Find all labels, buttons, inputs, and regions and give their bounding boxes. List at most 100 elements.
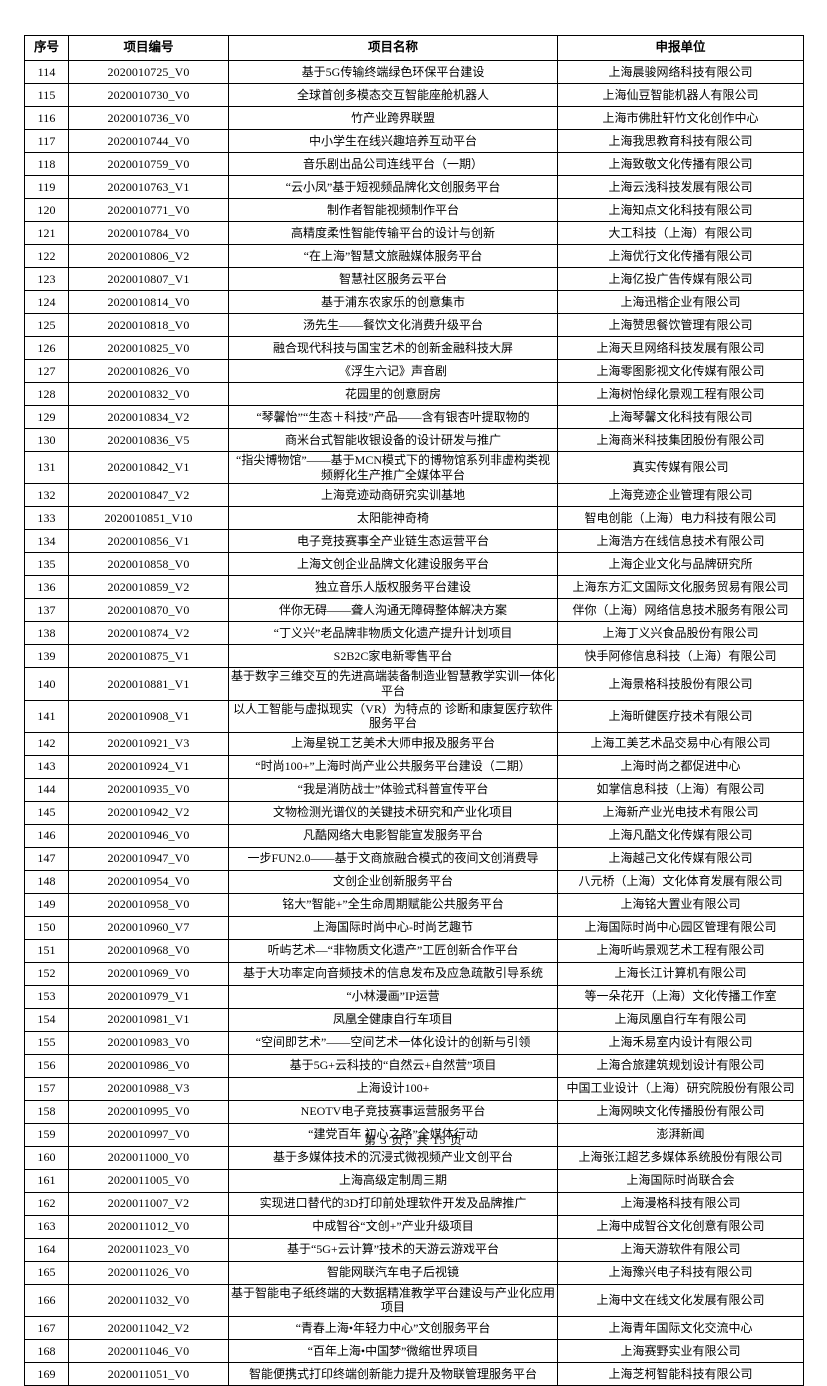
cell-unit: 上海优行文化传播有限公司 [557, 244, 804, 268]
cell-name: 基于5G+云科技的“自然云+自然营”项目 [228, 1053, 558, 1078]
cell-name: 基于智能电子纸终端的大数据精准教学平台建设与产业化应用项目 [228, 1283, 558, 1318]
cell-name: 上海竞迹动商研究实训基地 [228, 483, 558, 508]
cell-seq: 125 [24, 313, 69, 337]
table-row: 144 2020010935_V0 “我是消防战士”体验式科普宣传平台 如掌信息科技（… [24, 777, 804, 802]
cell-code: 2020010814_V0 [68, 290, 229, 314]
table-row: 157 2020010988_V3 上海设计100+ 中国工业设计（上海）研究院股份有… [24, 1076, 804, 1101]
cell-unit: 上海青年国际文化交流中心 [557, 1316, 804, 1340]
table-row: 137 2020010870_V0 伴你无碍——聋人沟通无障碍整体解决方案 伴你（上海… [24, 598, 804, 623]
cell-code: 2020010851_V10 [68, 506, 229, 531]
cell-name: 汤先生——餐饮文化消费升级平台 [228, 313, 558, 337]
cell-seq: 168 [24, 1339, 69, 1363]
cell-name: 音乐剧出品公司连线平台（一期） [228, 152, 558, 176]
table-row: 155 2020010983_V0 “空间即艺术”——空间艺术一体化设计的创新与引领… [24, 1030, 804, 1055]
cell-code: 2020010946_V0 [68, 823, 229, 848]
cell-name: 听屿艺术—“非物质文化遗产”工匠创新合作平台 [228, 938, 558, 963]
table-row: 128 2020010832_V0 花园里的创意厨房 上海树怡绿化景观工程有限公司 [24, 382, 804, 406]
cell-seq: 157 [24, 1076, 69, 1101]
cell-seq: 141 [24, 699, 69, 733]
cell-name: 基于5G传输终端绿色环保平台建设 [228, 60, 558, 84]
cell-seq: 135 [24, 552, 69, 577]
cell-unit: 澎湃新闻 [557, 1122, 804, 1147]
table-row: 168 2020011046_V0 “百年上海•中国梦”微缩世界项目 上海赛野实业有限… [24, 1339, 804, 1363]
cell-name: 基于大功率定向音频技术的信息发布及应急疏散引导系统 [228, 961, 558, 986]
cell-unit: 上海知点文化科技有限公司 [557, 198, 804, 222]
cell-code: 2020010730_V0 [68, 83, 229, 107]
cell-name: 凤凰全健康自行车项目 [228, 1007, 558, 1032]
cell-seq: 169 [24, 1362, 69, 1386]
cell-seq: 149 [24, 892, 69, 917]
cell-unit: 上海企业文化与品牌研究所 [557, 552, 804, 577]
cell-name: 上海设计100+ [228, 1076, 558, 1101]
cell-unit: 上海越己文化传媒有限公司 [557, 846, 804, 871]
cell-unit: 上海树怡绿化景观工程有限公司 [557, 382, 804, 406]
cell-seq: 133 [24, 506, 69, 531]
cell-code: 2020011046_V0 [68, 1339, 229, 1363]
cell-unit: 真实传媒有限公司 [557, 450, 804, 485]
cell-seq: 151 [24, 938, 69, 963]
cell-code: 2020011012_V0 [68, 1214, 229, 1239]
table-row: 165 2020011026_V0 智能网联汽车电子后视镜 上海豫兴电子科技有限公司 [24, 1260, 804, 1285]
table-row: 166 2020011032_V0 基于智能电子纸终端的大数据精准教学平台建设与产业… [24, 1283, 804, 1318]
cell-name: 融合现代科技与国宝艺术的创新金融科技大屏 [228, 336, 558, 360]
cell-unit: 上海张江超艺多媒体系统股份有限公司 [557, 1145, 804, 1170]
cell-unit: 等一朵花开（上海）文化传播工作室 [557, 984, 804, 1009]
table-row: 164 2020011023_V0 基于“5G+云计算”技术的天游云游戏平台 上海天游… [24, 1237, 804, 1262]
cell-name: 实现进口替代的3D打印前处理软件开发及品牌推广 [228, 1191, 558, 1216]
cell-unit: 上海晨骏网络科技有限公司 [557, 60, 804, 84]
cell-seq: 139 [24, 644, 69, 669]
cell-code: 2020010875_V1 [68, 644, 229, 669]
cell-name: 高精度柔性智能传输平台的设计与创新 [228, 221, 558, 245]
cell-name: “指尖博物馆”——基于MCN模式下的博物馆系列非虚构类视频孵化生产推广全媒体平台 [228, 450, 558, 485]
cell-seq: 128 [24, 382, 69, 406]
cell-unit: 上海工美艺术品交易中心有限公司 [557, 731, 804, 756]
cell-code: 2020010942_V2 [68, 800, 229, 825]
cell-unit: 上海豫兴电子科技有限公司 [557, 1260, 804, 1285]
cell-name: 基于“5G+云计算”技术的天游云游戏平台 [228, 1237, 558, 1262]
cell-seq: 152 [24, 961, 69, 986]
column-header-unit: 申报单位 [557, 35, 804, 61]
cell-unit: 上海铭大置业有限公司 [557, 892, 804, 917]
cell-name: 基于浦东农家乐的创意集市 [228, 290, 558, 314]
cell-unit: 上海芝柯智能科技有限公司 [557, 1362, 804, 1386]
cell-name: “小林漫画”IP运营 [228, 984, 558, 1009]
cell-unit: 上海禾易室内设计有限公司 [557, 1030, 804, 1055]
cell-name: 中成智谷“文创+”产业升级项目 [228, 1214, 558, 1239]
table-row: 120 2020010771_V0 制作者智能视频制作平台 上海知点文化科技有限公司 [24, 198, 804, 222]
cell-unit: 上海景格科技股份有限公司 [557, 667, 804, 701]
cell-seq: 131 [24, 450, 69, 485]
cell-code: 2020010825_V0 [68, 336, 229, 360]
column-header-code: 项目编号 [68, 35, 229, 61]
table-row: 122 2020010806_V2 “在上海”智慧文旅融媒体服务平台 上海优行文化传播… [24, 244, 804, 268]
cell-code: 2020010763_V1 [68, 175, 229, 199]
cell-code: 2020010958_V0 [68, 892, 229, 917]
cell-code: 2020011000_V0 [68, 1145, 229, 1170]
cell-seq: 156 [24, 1053, 69, 1078]
cell-name: “在上海”智慧文旅融媒体服务平台 [228, 244, 558, 268]
cell-code: 2020010784_V0 [68, 221, 229, 245]
cell-seq: 120 [24, 198, 69, 222]
cell-seq: 114 [24, 60, 69, 84]
table-row: 141 2020010908_V1 以人工智能与虚拟现实（VR）为特点的 诊断和康复… [24, 699, 804, 733]
cell-seq: 161 [24, 1168, 69, 1193]
cell-seq: 118 [24, 152, 69, 176]
cell-name: 全球首创多模态交互智能座舱机器人 [228, 83, 558, 107]
cell-name: “空间即艺术”——空间艺术一体化设计的创新与引领 [228, 1030, 558, 1055]
page-footer: 第 3 页，共 15 页 [364, 1135, 463, 1147]
cell-name: 智能便携式打印终端创新能力提升及物联管理服务平台 [228, 1362, 558, 1386]
cell-name: “百年上海•中国梦”微缩世界项目 [228, 1339, 558, 1363]
cell-unit: 上海国际时尚联合会 [557, 1168, 804, 1193]
table-header: 序号 项目编号 项目名称 申报单位 [24, 35, 804, 61]
cell-code: 2020010968_V0 [68, 938, 229, 963]
cell-unit: 上海中成智谷文化创意有限公司 [557, 1214, 804, 1239]
cell-name: 上海国际时尚中心-时尚艺趣节 [228, 915, 558, 940]
cell-seq: 145 [24, 800, 69, 825]
cell-code: 2020010986_V0 [68, 1053, 229, 1078]
cell-name: 《浮生六记》声音剧 [228, 359, 558, 383]
cell-code: 2020010997_V0 [68, 1122, 229, 1147]
table-row: 139 2020010875_V1 S2B2C家电新零售平台 快手阿修信息科技（上海）… [24, 644, 804, 669]
table-row: 133 2020010851_V10 太阳能神奇椅 智电创能（上海）电力科技有限公司 [24, 506, 804, 531]
cell-unit: 上海合旅建筑规划设计有限公司 [557, 1053, 804, 1078]
table-row: 125 2020010818_V0 汤先生——餐饮文化消费升级平台 上海赞思餐饮管理有… [24, 313, 804, 337]
table-row: 151 2020010968_V0 听屿艺术—“非物质文化遗产”工匠创新合作平台 上海… [24, 938, 804, 963]
